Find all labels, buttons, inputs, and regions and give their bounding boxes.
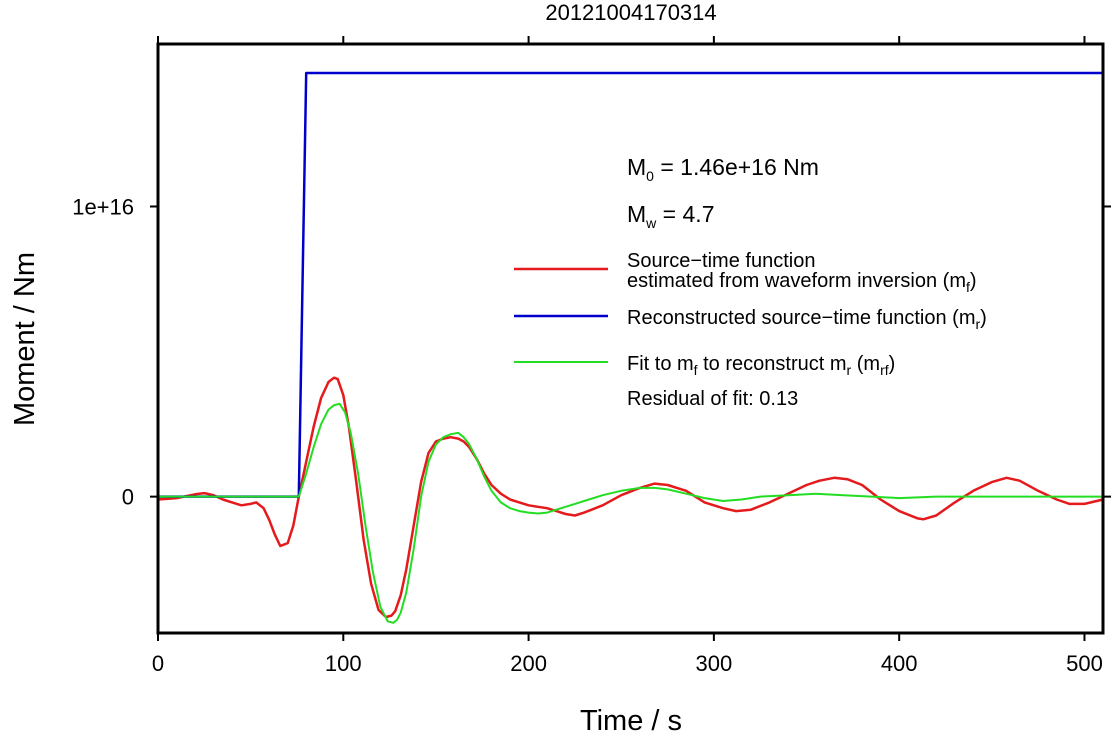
x-tick-label: 0: [152, 651, 164, 676]
legend-label-mrf: Fit to mf to reconstruct mr (mrf): [627, 353, 895, 378]
series-line-mrf: [157, 402, 1104, 624]
axis-ticks: [150, 36, 1111, 641]
legend: Source−time function estimated from wave…: [514, 250, 987, 410]
y-tick-label: 1e+16: [72, 194, 134, 219]
chart-title: 20121004170314: [545, 0, 716, 25]
residual-annotation: Residual of fit: 0.13: [627, 388, 798, 410]
legend-label-mf-line1: Source−time function: [627, 250, 815, 272]
x-axis-title: Time / s: [580, 705, 682, 734]
series-lines: [156, 71, 1105, 624]
legend-label-mr: Reconstructed source−time function (mr): [627, 307, 987, 332]
y-tick-label: 0: [122, 485, 134, 510]
x-tick-label: 100: [325, 651, 362, 676]
legend-label-mf-line2: estimated from waveform inversion (mf): [627, 270, 977, 295]
x-tick-label: 300: [696, 651, 733, 676]
y-axis-title: Moment / Nm: [9, 252, 41, 426]
moment-magnitude-annotation: Mw = 4.7: [627, 201, 714, 231]
axis-tick-labels: 0 100 200 300 400 500 0 1e+16: [72, 194, 1103, 676]
x-tick-label: 400: [881, 651, 918, 676]
x-tick-label: 200: [510, 651, 547, 676]
seismic-moment-annotation: M0 = 1.46e+16 Nm: [627, 154, 819, 184]
x-tick-label: 500: [1066, 651, 1103, 676]
plot-frame: [156, 42, 1105, 635]
